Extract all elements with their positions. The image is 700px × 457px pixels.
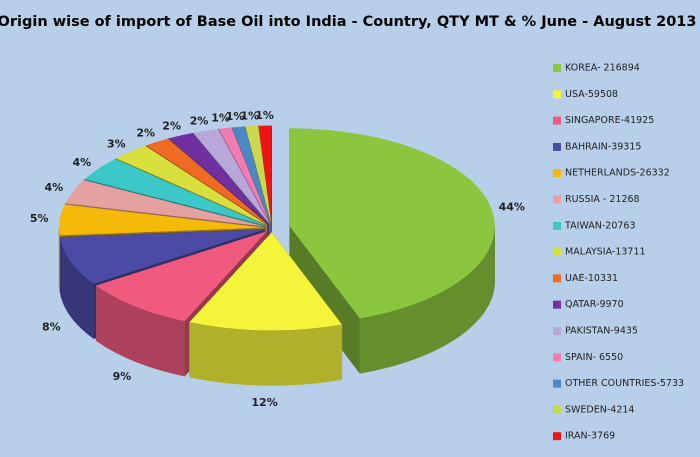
data-label: 5% <box>30 212 49 225</box>
legend-label: SPAIN- 6550 <box>565 352 623 363</box>
legend-swatch <box>553 432 561 441</box>
legend-label: SWEDEN-4214 <box>565 404 634 415</box>
data-label: 1% <box>240 109 259 122</box>
slice <box>60 229 265 284</box>
legend-label: QATAR-9970 <box>565 299 624 310</box>
data-label: 12% <box>251 396 277 409</box>
legend-swatch <box>553 379 561 388</box>
slice <box>65 180 265 227</box>
slice <box>258 125 272 224</box>
legend-label: RUSSIA - 21268 <box>565 194 640 205</box>
slice <box>193 128 270 224</box>
data-label: 44% <box>499 201 525 214</box>
slice <box>218 127 271 224</box>
data-label: 1% <box>255 109 274 122</box>
legend-label: PAKISTAN-9435 <box>565 326 638 337</box>
legend-swatch <box>553 274 561 283</box>
legend-swatch <box>553 353 561 362</box>
data-label: 3% <box>107 137 126 150</box>
legend-label: NETHERLANDS-26332 <box>565 168 670 179</box>
legend-swatch <box>553 142 561 151</box>
legend-label: BAHRAIN-39315 <box>565 141 641 152</box>
legend-label: TAIWAN-20763 <box>564 220 636 231</box>
legend-swatch <box>553 327 561 335</box>
data-label: 2% <box>162 120 181 133</box>
data-label: 1% <box>226 110 245 123</box>
legend-swatch <box>553 405 561 414</box>
legend-swatch <box>553 169 561 178</box>
data-label: 4% <box>45 181 64 194</box>
pie-tops <box>59 125 495 331</box>
slice <box>84 158 266 226</box>
data-label: 9% <box>113 370 132 383</box>
slice-side <box>58 227 60 291</box>
data-label: 4% <box>72 156 91 169</box>
legend-label: SINGAPORE-41925 <box>565 115 654 126</box>
slice <box>245 125 272 224</box>
slice <box>96 231 267 322</box>
data-label: 8% <box>42 321 61 334</box>
chart-title: Origin wise of import of Base Oil into I… <box>0 14 696 30</box>
legend-swatch <box>553 221 561 230</box>
legend-label: KOREA- 216894 <box>565 63 640 74</box>
legend-swatch <box>553 300 561 309</box>
legend-label: UAE-10331 <box>565 273 618 284</box>
legend-swatch <box>553 64 561 72</box>
slice <box>146 138 268 225</box>
legend-swatch <box>553 248 561 257</box>
legend-label: MALAYSIA-13711 <box>565 247 646 258</box>
slice <box>116 145 267 225</box>
slice <box>189 232 342 331</box>
legend-swatch <box>553 116 561 125</box>
slice <box>231 126 271 224</box>
legend-label: IRAN-3769 <box>565 431 615 442</box>
slice <box>168 133 269 225</box>
slice <box>289 128 495 319</box>
legend-swatch <box>553 195 561 204</box>
data-label: 2% <box>190 114 209 127</box>
slice <box>59 204 265 236</box>
legend-swatch <box>553 90 561 99</box>
data-label: 1% <box>211 112 230 125</box>
legend-label: USA-59508 <box>565 89 618 100</box>
data-label: 2% <box>136 127 155 140</box>
slice-side <box>189 321 343 386</box>
legend-label: OTHER COUNTRIES-5733 <box>565 378 684 389</box>
